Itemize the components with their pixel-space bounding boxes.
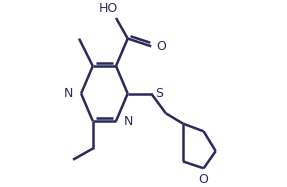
Text: HO: HO [99, 2, 119, 15]
Text: N: N [64, 87, 73, 100]
Text: O: O [156, 40, 166, 53]
Text: N: N [124, 115, 133, 128]
Text: S: S [155, 87, 163, 100]
Text: O: O [198, 173, 208, 186]
